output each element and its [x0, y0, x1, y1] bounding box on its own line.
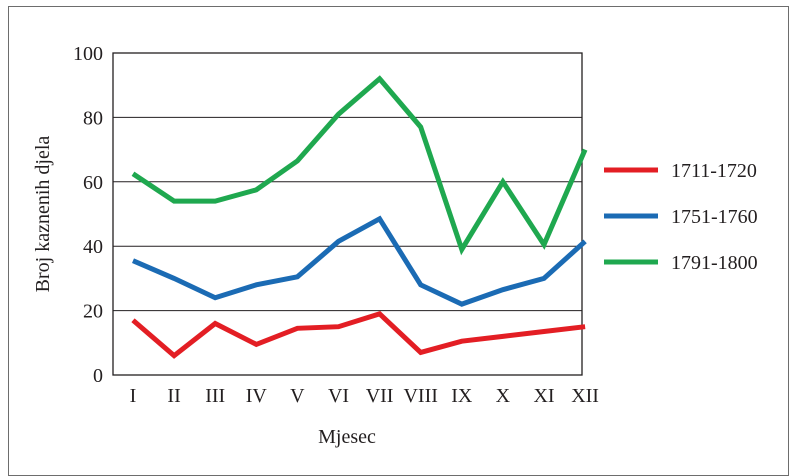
plot-area [112, 52, 583, 376]
legend-label: 1751-1760 [671, 206, 758, 228]
y-tick-label: 80 [83, 107, 103, 129]
x-tick-label: I [130, 385, 137, 407]
x-tick-label: V [290, 385, 305, 407]
x-tick-label: X [496, 385, 511, 407]
y-tick-label: 100 [73, 43, 103, 65]
series-line-1751-1760 [132, 215, 587, 307]
legend-label: 1711-1720 [671, 160, 757, 182]
y-tick-label: 60 [83, 172, 103, 194]
y-tick-label: 40 [83, 236, 103, 258]
series-line-1711-1720 [131, 310, 586, 359]
x-tick-label: VIII [403, 385, 437, 407]
x-tick-label: XI [533, 385, 554, 407]
y-tick-label: 0 [93, 365, 103, 387]
chart-frame [8, 6, 789, 476]
x-tick-label: VII [366, 385, 394, 407]
x-axis-title: Mjesec [318, 426, 376, 448]
series-lines [131, 75, 588, 359]
y-tick-labels: 0 20 40 60 80 100 [73, 43, 103, 387]
x-tick-label: IV [246, 385, 268, 407]
x-tick-label: II [167, 385, 180, 407]
legend-label: 1791-1800 [671, 252, 758, 274]
gridlines [113, 116, 582, 312]
legend: 1711-1720 1751-1760 1791-1800 [604, 160, 758, 274]
x-tick-labels: I II III IV V VI VII VIII IX X XI XII [130, 385, 599, 407]
x-tick-label: XII [571, 385, 599, 407]
y-tick-label: 20 [83, 301, 103, 323]
x-tick-label: VI [328, 385, 349, 407]
x-tick-label: IX [451, 385, 473, 407]
y-axis-title: Broj kaznenih djela [32, 136, 54, 293]
x-tick-label: III [205, 385, 225, 407]
series-line-1791-1800 [131, 75, 588, 256]
